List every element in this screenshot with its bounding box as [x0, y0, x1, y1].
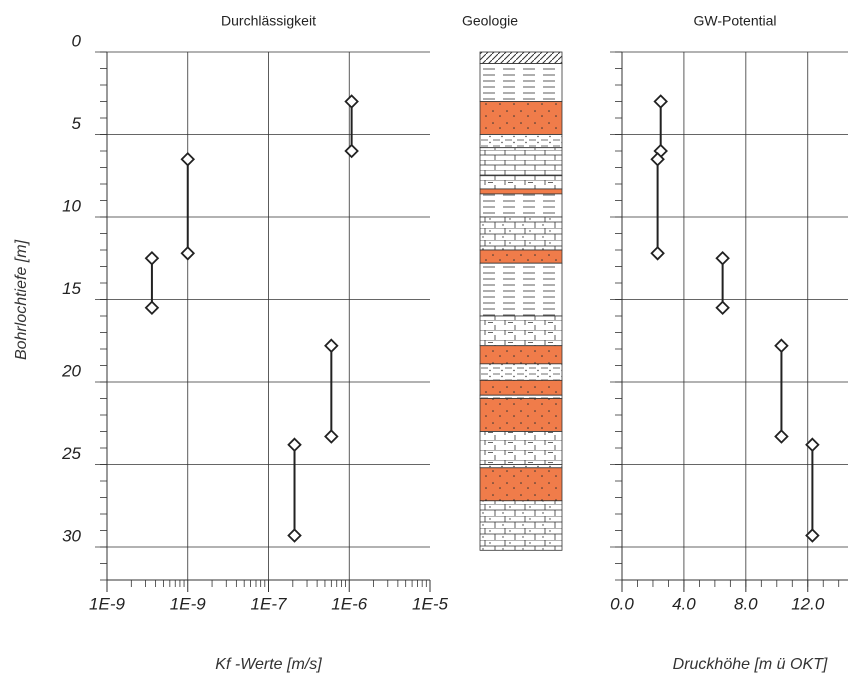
geology-layer	[479, 379, 563, 396]
interval-point	[805, 528, 820, 543]
y-tick-label: 0	[72, 31, 82, 50]
x-tick-label: 1E-6	[331, 594, 367, 613]
y-tick-label: 25	[61, 444, 81, 463]
interval-point	[324, 338, 339, 353]
x-tick-label: 4.0	[672, 594, 696, 613]
geology-layer	[479, 249, 563, 264]
geology-layer	[479, 51, 563, 64]
geology-layer	[479, 134, 563, 149]
y-tick-label: 30	[62, 526, 81, 545]
x-axis-title: Druckhöhe [m ü OKT]	[673, 656, 828, 673]
interval-point	[715, 250, 730, 266]
geology-layer	[479, 467, 563, 502]
geology-layer	[479, 175, 563, 190]
geology-layer	[479, 216, 563, 251]
interval-point	[805, 437, 820, 452]
interval-point	[774, 338, 789, 353]
geology-layer	[479, 101, 563, 135]
x-tick-label: 1E-9	[89, 594, 125, 613]
x-axis-title: Kf -Werte [m/s]	[215, 656, 322, 673]
geology-layer	[479, 147, 563, 177]
geology-layer	[479, 394, 563, 399]
y-axis-title: Bohrlochtiefe [m]	[13, 239, 30, 360]
interval-point	[144, 300, 160, 316]
geology-title: Geologie	[462, 13, 518, 29]
x-tick-label: 0.0	[610, 594, 634, 613]
panel-title: GW-Potential	[694, 13, 777, 29]
geology-layer	[479, 193, 563, 218]
x-tick-label: 8.0	[734, 594, 758, 613]
geology-layer	[479, 363, 563, 381]
y-tick-label: 10	[62, 196, 81, 215]
geology-layer	[479, 188, 563, 195]
geology-layer	[479, 500, 563, 551]
y-tick-label: 15	[62, 279, 81, 298]
geology-layer	[479, 464, 563, 469]
panel-title: Durchlässigkeit	[221, 13, 316, 29]
geology-layer	[479, 315, 563, 347]
interval-point	[180, 246, 196, 261]
interval-point	[653, 94, 668, 109]
interval-point	[324, 429, 339, 444]
x-tick-label: 1E-5	[412, 594, 448, 613]
geology-layer	[479, 63, 563, 102]
geology-layer	[479, 345, 563, 365]
x-tick-label: 1E-9	[170, 594, 206, 613]
interval-point	[344, 143, 359, 159]
y-tick-label: 5	[72, 114, 82, 133]
y-tick-label: 20	[61, 361, 81, 380]
interval-point	[344, 94, 359, 109]
interval-point	[715, 300, 730, 316]
interval-point	[650, 151, 665, 167]
interval-point	[650, 246, 665, 261]
interval-point	[180, 151, 196, 167]
geology-layer	[479, 262, 563, 317]
geology-layer	[479, 431, 563, 465]
interval-point	[287, 528, 302, 543]
x-tick-label: 1E-7	[251, 594, 287, 613]
interval-point	[144, 250, 160, 266]
interval-point	[774, 429, 789, 444]
interval-point	[287, 437, 302, 452]
geology-layer	[479, 398, 563, 432]
x-tick-label: 12.0	[791, 594, 825, 613]
